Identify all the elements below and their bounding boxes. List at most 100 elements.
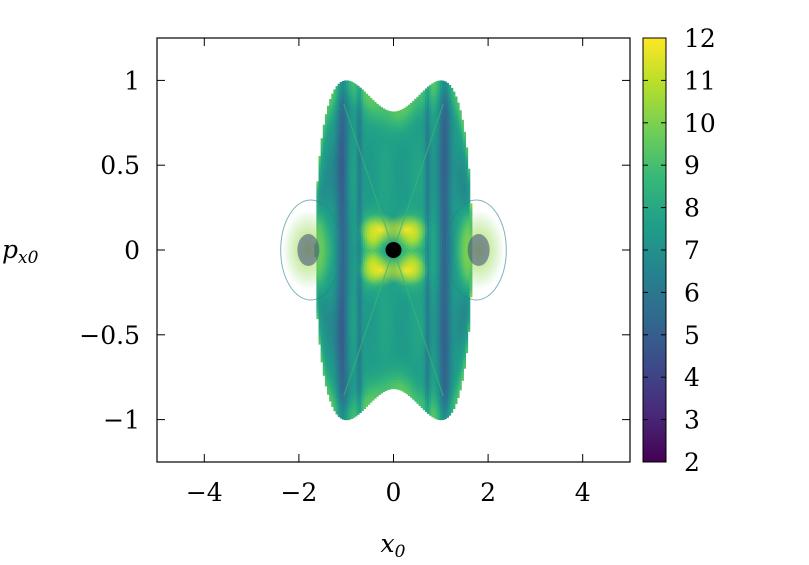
- heatmap-cell: [354, 293, 358, 298]
- heatmap-cell: [395, 138, 398, 143]
- heatmap-cell: [382, 379, 386, 383]
- heatmap-cell: [416, 290, 420, 294]
- heatmap-cell: [367, 98, 371, 103]
- heatmap-cell: [378, 177, 381, 182]
- heatmap-cell: [405, 326, 409, 331]
- heatmap-cell: [386, 368, 390, 372]
- heatmap-cell: [405, 128, 409, 132]
- heatmap-cell: [393, 324, 396, 329]
- heatmap-cell: [401, 244, 405, 249]
- heatmap-cell: [378, 354, 381, 359]
- heatmap-cell: [422, 186, 426, 191]
- heatmap-cell: [422, 198, 426, 203]
- heatmap-cell: [339, 323, 343, 328]
- heatmap-cell: [376, 386, 379, 391]
- heatmap-cell: [382, 135, 386, 139]
- heatmap-cell: [335, 368, 339, 372]
- heatmap-cell: [339, 143, 343, 147]
- heatmap-cell: [348, 336, 352, 341]
- heatmap-cell: [358, 302, 362, 307]
- heatmap-cell: [341, 168, 345, 173]
- heatmap-cell: [358, 326, 362, 331]
- heatmap-cell: [384, 304, 388, 309]
- heatmap-cell: [337, 318, 341, 323]
- heatmap-cell: [390, 126, 394, 130]
- heatmap-cell: [320, 184, 324, 189]
- heatmap-cell: [352, 221, 356, 226]
- heatmap-cell: [324, 132, 328, 137]
- heatmap-cell: [346, 376, 349, 381]
- heatmap-cell: [420, 120, 424, 125]
- heatmap-cell: [367, 169, 371, 173]
- heatmap-cell: [393, 141, 396, 145]
- heatmap-cell: [352, 261, 356, 266]
- heatmap-cell: [358, 91, 362, 96]
- heatmap-cell: [388, 327, 392, 332]
- heatmap-cell: [356, 392, 360, 397]
- heatmap-cell: [329, 120, 332, 124]
- heatmap-cell: [346, 202, 349, 207]
- heatmap-cell: [331, 220, 335, 224]
- heatmap-cell: [322, 326, 326, 331]
- heatmap-cell: [356, 325, 360, 330]
- heatmap-cell: [320, 190, 324, 195]
- heatmap-cell: [395, 330, 398, 335]
- heatmap-cell: [339, 295, 343, 300]
- heatmap-cell: [393, 303, 396, 307]
- heatmap-cell: [407, 392, 411, 396]
- heatmap-cell: [348, 242, 352, 246]
- heatmap-cell: [322, 344, 326, 349]
- heatmap-cell: [367, 285, 371, 289]
- heatmap-cell: [418, 387, 422, 391]
- heatmap-cell: [356, 108, 360, 113]
- heatmap-cell: [337, 236, 341, 240]
- heatmap-cell: [322, 152, 326, 157]
- heatmap-cell: [365, 394, 369, 398]
- heatmap-cell: [339, 161, 343, 166]
- heatmap-cell: [341, 406, 345, 411]
- heatmap-cell: [320, 309, 324, 314]
- heatmap-cell: [407, 380, 411, 384]
- heatmap-cell: [320, 352, 324, 357]
- heatmap-cell: [333, 132, 337, 137]
- heatmap-cell: [382, 174, 386, 179]
- heatmap-cell: [337, 324, 341, 329]
- heatmap-cell: [316, 303, 320, 307]
- heatmap-cell: [352, 90, 356, 95]
- heatmap-cell: [350, 161, 354, 166]
- heatmap-cell: [348, 373, 352, 377]
- heatmap-cell: [335, 380, 339, 384]
- heatmap-cell: [329, 397, 332, 402]
- heatmap-cell: [348, 159, 352, 164]
- heatmap-cell: [344, 312, 347, 317]
- heatmap-cell: [346, 239, 349, 244]
- heatmap-cell: [388, 333, 392, 338]
- heatmap-cell: [367, 95, 371, 97]
- heatmap-cell: [371, 375, 375, 380]
- heatmap-cell: [420, 380, 424, 384]
- heatmap-cell: [344, 355, 347, 360]
- heatmap-cell: [412, 148, 415, 153]
- heatmap-cell: [395, 168, 398, 173]
- heatmap-cell: [414, 309, 418, 314]
- heatmap-cell: [348, 208, 352, 213]
- heatmap-cell: [348, 391, 352, 396]
- heatmap-cell: [339, 308, 343, 312]
- heatmap-cell: [363, 371, 366, 376]
- heatmap-cell: [407, 291, 411, 296]
- heatmap-cell: [329, 147, 332, 152]
- heatmap-cell: [324, 193, 328, 198]
- heatmap-cell: [341, 129, 345, 133]
- heatmap-cell: [350, 360, 354, 364]
- heatmap-cell: [354, 327, 358, 331]
- heatmap-cell: [333, 251, 337, 256]
- heatmap-cell: [358, 329, 362, 334]
- heatmap-cell: [395, 156, 398, 161]
- heatmap-cell: [341, 135, 345, 139]
- heatmap-cell: [339, 414, 343, 419]
- heatmap-cell: [356, 182, 360, 186]
- heatmap-cell: [346, 273, 349, 277]
- heatmap-cell: [361, 367, 364, 372]
- heatmap-cell: [378, 330, 381, 334]
- heatmap-cell: [393, 193, 396, 197]
